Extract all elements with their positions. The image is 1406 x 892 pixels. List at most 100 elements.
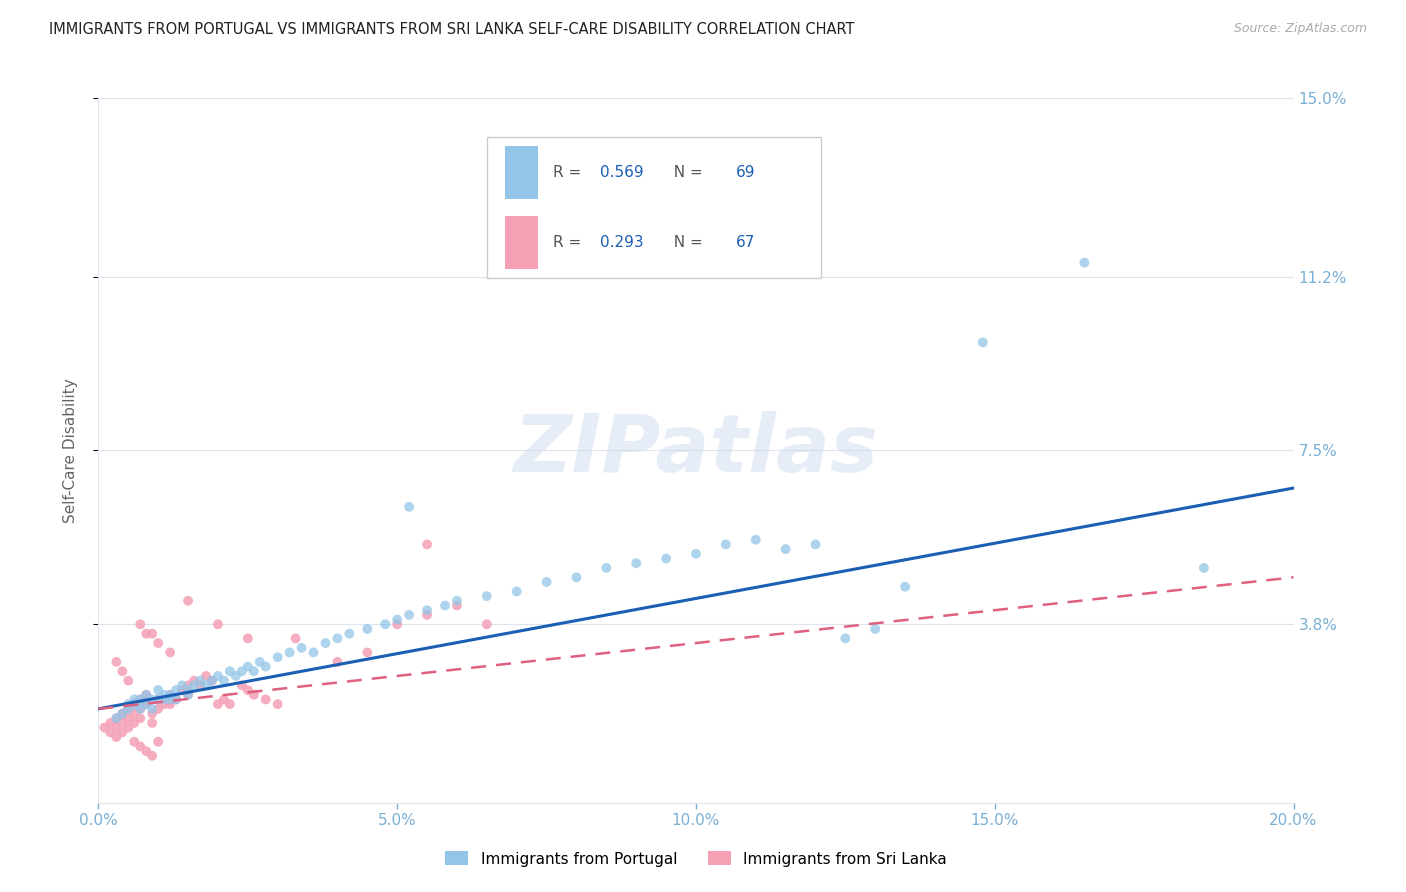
Point xyxy=(339,626,361,640)
Point xyxy=(93,721,115,735)
Point xyxy=(124,692,146,706)
Bar xyxy=(505,145,538,199)
Point xyxy=(124,715,146,730)
Point xyxy=(124,697,146,711)
Point xyxy=(135,688,157,702)
Point xyxy=(326,632,349,646)
Text: N =: N = xyxy=(664,235,707,250)
Point xyxy=(165,683,187,698)
Point xyxy=(385,617,409,632)
Point xyxy=(626,556,648,570)
Point xyxy=(117,702,139,716)
Point xyxy=(446,599,468,613)
Point xyxy=(141,702,163,716)
Point xyxy=(177,594,200,608)
Point xyxy=(201,673,224,688)
Point xyxy=(254,692,277,706)
Point xyxy=(153,697,176,711)
Point xyxy=(207,669,229,683)
Point xyxy=(177,683,200,698)
Point xyxy=(236,632,259,646)
Point xyxy=(374,617,396,632)
Point xyxy=(117,673,139,688)
Point xyxy=(159,645,181,659)
Point xyxy=(212,692,235,706)
Point xyxy=(356,645,378,659)
Point xyxy=(177,678,200,692)
Point xyxy=(326,655,349,669)
Point xyxy=(148,692,170,706)
Point xyxy=(129,702,152,716)
Point xyxy=(1073,255,1095,269)
Point xyxy=(105,711,128,725)
Point xyxy=(416,607,439,622)
Point xyxy=(111,665,134,679)
Point xyxy=(188,678,211,692)
Point xyxy=(129,702,152,716)
Point xyxy=(231,665,253,679)
Point xyxy=(236,683,259,698)
Text: 69: 69 xyxy=(735,165,755,179)
Point xyxy=(865,622,887,636)
Text: ZIPatlas: ZIPatlas xyxy=(513,411,879,490)
Point xyxy=(804,537,827,551)
Point xyxy=(685,547,707,561)
Point xyxy=(315,636,337,650)
Point xyxy=(135,688,157,702)
Point xyxy=(141,626,163,640)
Point xyxy=(745,533,768,547)
Bar xyxy=(505,216,538,269)
Point xyxy=(188,673,211,688)
Point xyxy=(714,537,737,551)
Point xyxy=(267,697,290,711)
Point xyxy=(129,739,152,754)
Point xyxy=(536,574,558,589)
Text: N =: N = xyxy=(664,165,707,179)
Point xyxy=(172,678,194,692)
Text: R =: R = xyxy=(553,235,586,250)
Point xyxy=(148,636,170,650)
Point xyxy=(172,683,194,698)
Point xyxy=(105,721,128,735)
Point xyxy=(894,580,917,594)
Point xyxy=(219,697,242,711)
Point xyxy=(1192,561,1215,575)
Point xyxy=(124,735,146,749)
Point xyxy=(135,697,157,711)
Text: Source: ZipAtlas.com: Source: ZipAtlas.com xyxy=(1233,22,1367,36)
Point xyxy=(177,688,200,702)
Point xyxy=(159,688,181,702)
Point xyxy=(565,570,588,584)
Point xyxy=(284,632,307,646)
Point xyxy=(105,711,128,725)
Text: 67: 67 xyxy=(735,235,755,250)
Point xyxy=(249,655,271,669)
Point xyxy=(434,599,457,613)
Point xyxy=(141,748,163,763)
Point xyxy=(416,603,439,617)
Point xyxy=(212,673,235,688)
Point xyxy=(834,632,856,646)
Point xyxy=(141,715,163,730)
Point xyxy=(972,335,994,350)
Point xyxy=(159,692,181,706)
Point xyxy=(595,561,617,575)
Point xyxy=(207,617,229,632)
Point xyxy=(117,711,139,725)
Point xyxy=(111,725,134,739)
Point xyxy=(398,607,420,622)
Point xyxy=(129,711,152,725)
Point xyxy=(141,706,163,721)
Point xyxy=(278,645,301,659)
Point xyxy=(183,673,205,688)
Point xyxy=(141,692,163,706)
Text: 0.569: 0.569 xyxy=(600,165,644,179)
Point xyxy=(475,589,498,603)
Point xyxy=(231,678,253,692)
Point xyxy=(219,665,242,679)
Point xyxy=(254,659,277,673)
Point xyxy=(111,706,134,721)
Point xyxy=(165,692,187,706)
Point xyxy=(195,669,218,683)
Point xyxy=(159,688,181,702)
